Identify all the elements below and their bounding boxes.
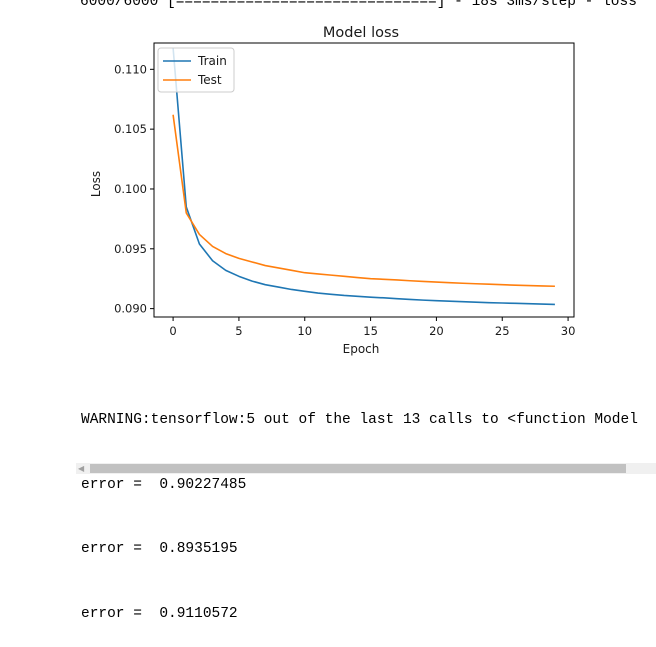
chart-title: Model loss bbox=[323, 25, 399, 41]
y-axis-label: Loss bbox=[89, 171, 103, 197]
scroll-left-arrow-icon[interactable]: ◀ bbox=[78, 464, 84, 473]
y-tick-label: 0.095 bbox=[114, 242, 147, 256]
legend-label-test: Test bbox=[197, 73, 222, 87]
x-tick-label: 30 bbox=[561, 324, 576, 338]
x-tick-label: 25 bbox=[495, 324, 510, 338]
horizontal-scrollbar[interactable]: ◀ bbox=[76, 463, 656, 474]
series-line-test bbox=[173, 115, 555, 286]
y-tick-label: 0.090 bbox=[114, 302, 147, 316]
model-loss-chart: Model loss 0.090 0.095 0.100 0.105 0.110 0 5 1… bbox=[0, 0, 656, 360]
x-tick-label: 20 bbox=[429, 324, 444, 338]
x-tick-label: 10 bbox=[297, 324, 312, 338]
legend-label-train: Train bbox=[197, 54, 227, 68]
scrollbar-thumb[interactable] bbox=[90, 464, 626, 473]
x-axis-label: Epoch bbox=[343, 342, 380, 356]
console-output: WARNING:tensorflow:5 out of the last 13 … bbox=[81, 367, 638, 647]
warning-line: WARNING:tensorflow:5 out of the last 13 … bbox=[81, 410, 638, 432]
x-tick-label: 0 bbox=[169, 324, 176, 338]
legend: Train Test bbox=[158, 48, 234, 92]
x-tick-label: 5 bbox=[235, 324, 242, 338]
error-line-3: error = 0.9110572 bbox=[81, 604, 638, 626]
error-line-2: error = 0.8935195 bbox=[81, 539, 638, 561]
x-tick-label: 15 bbox=[363, 324, 378, 338]
y-tick-label: 0.100 bbox=[114, 182, 147, 196]
error-line-1: error = 0.90227485 bbox=[81, 475, 638, 497]
y-tick-label: 0.105 bbox=[114, 122, 147, 136]
y-tick-label: 0.110 bbox=[114, 62, 147, 76]
